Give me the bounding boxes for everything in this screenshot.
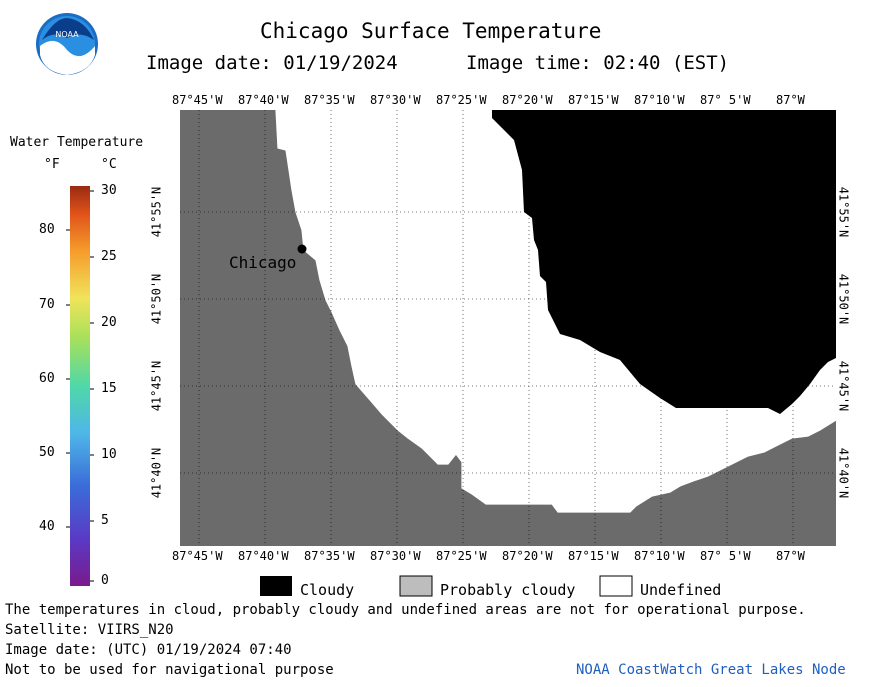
satellite-text: Satellite: VIIRS_N20 (5, 622, 174, 638)
c-tick: 25 (101, 249, 117, 264)
f-tick: 70 (39, 297, 55, 312)
lon-label-bottom: 87°W (776, 549, 805, 563)
lon-label-bottom: 87° 5'W (700, 549, 751, 563)
legend-cloudy-swatch (260, 576, 292, 596)
lat-label-left: 41°40'N (149, 447, 164, 499)
lon-label-top: 87°20'W (502, 93, 553, 107)
nav-warning-text: Not to be used for navigational purpose (5, 662, 334, 678)
lon-label-bottom: 87°30'W (370, 549, 421, 563)
c-tick: 30 (101, 183, 117, 198)
c-tick: 5 (101, 513, 109, 528)
lon-label-bottom: 87°35'W (304, 549, 355, 563)
image-time: Image time: 02:40 (EST) (466, 52, 730, 74)
legend-cloudy-label: Cloudy (300, 581, 355, 599)
lon-label-bottom: 87°25'W (436, 549, 487, 563)
chicago-marker (297, 244, 307, 254)
lon-label-top: 87°25'W (436, 93, 487, 107)
lat-label-left: 41°55'N (149, 186, 164, 238)
lon-label-top: 87°15'W (568, 93, 619, 107)
c-tick: 0 (101, 573, 109, 588)
lon-label-bottom: 87°15'W (568, 549, 619, 563)
unit-fahrenheit: °F (44, 157, 60, 172)
unit-celsius: °C (101, 157, 117, 172)
c-tick: 10 (101, 447, 117, 462)
f-tick: 40 (39, 519, 55, 534)
lat-label-right: 41°40'N (836, 447, 851, 499)
disclaimer-text: The temperatures in cloud, probably clou… (5, 602, 806, 618)
map-title: Chicago Surface Temperature (260, 19, 602, 43)
f-tick: 60 (39, 371, 55, 386)
lon-label-top: 87°35'W (304, 93, 355, 107)
colorbar-title: Water Temperature (10, 135, 144, 150)
cloud-area (492, 110, 836, 414)
lon-label-bottom: 87°20'W (502, 549, 553, 563)
legend-probably-cloudy-label: Probably cloudy (440, 581, 576, 599)
lon-label-bottom: 87°40'W (238, 549, 289, 563)
colorbar (70, 186, 90, 586)
lat-label-right: 41°55'N (836, 186, 851, 238)
f-tick: 50 (39, 445, 55, 460)
c-tick: 15 (101, 381, 117, 396)
lon-label-top: 87°30'W (370, 93, 421, 107)
lon-label-top: 87°45'W (172, 93, 223, 107)
f-tick: 80 (39, 222, 55, 237)
lon-label-bottom: 87°10'W (634, 549, 685, 563)
lon-label-top: 87°40'W (238, 93, 289, 107)
city-label: Chicago (229, 253, 297, 272)
lat-label-right: 41°45'N (836, 360, 851, 412)
legend-undefined-label: Undefined (640, 581, 722, 599)
land-area (180, 110, 836, 546)
lon-label-bottom: 87°45'W (172, 549, 223, 563)
lon-label-top: 87° 5'W (700, 93, 751, 107)
lon-label-top: 87°W (776, 93, 805, 107)
image-date: Image date: 01/19/2024 (146, 52, 398, 74)
legend-undefined-swatch (599, 575, 633, 597)
lon-label-top: 87°10'W (634, 93, 685, 107)
c-tick: 20 (101, 315, 117, 330)
utc-date-text: Image date: (UTC) 01/19/2024 07:40 (5, 642, 292, 658)
lat-label-right: 41°50'N (836, 273, 851, 325)
credit-text: NOAA CoastWatch Great Lakes Node (576, 662, 846, 678)
lat-label-left: 41°50'N (149, 273, 164, 325)
legend-probably-cloudy-swatch (399, 575, 433, 597)
lat-label-left: 41°45'N (149, 360, 164, 412)
